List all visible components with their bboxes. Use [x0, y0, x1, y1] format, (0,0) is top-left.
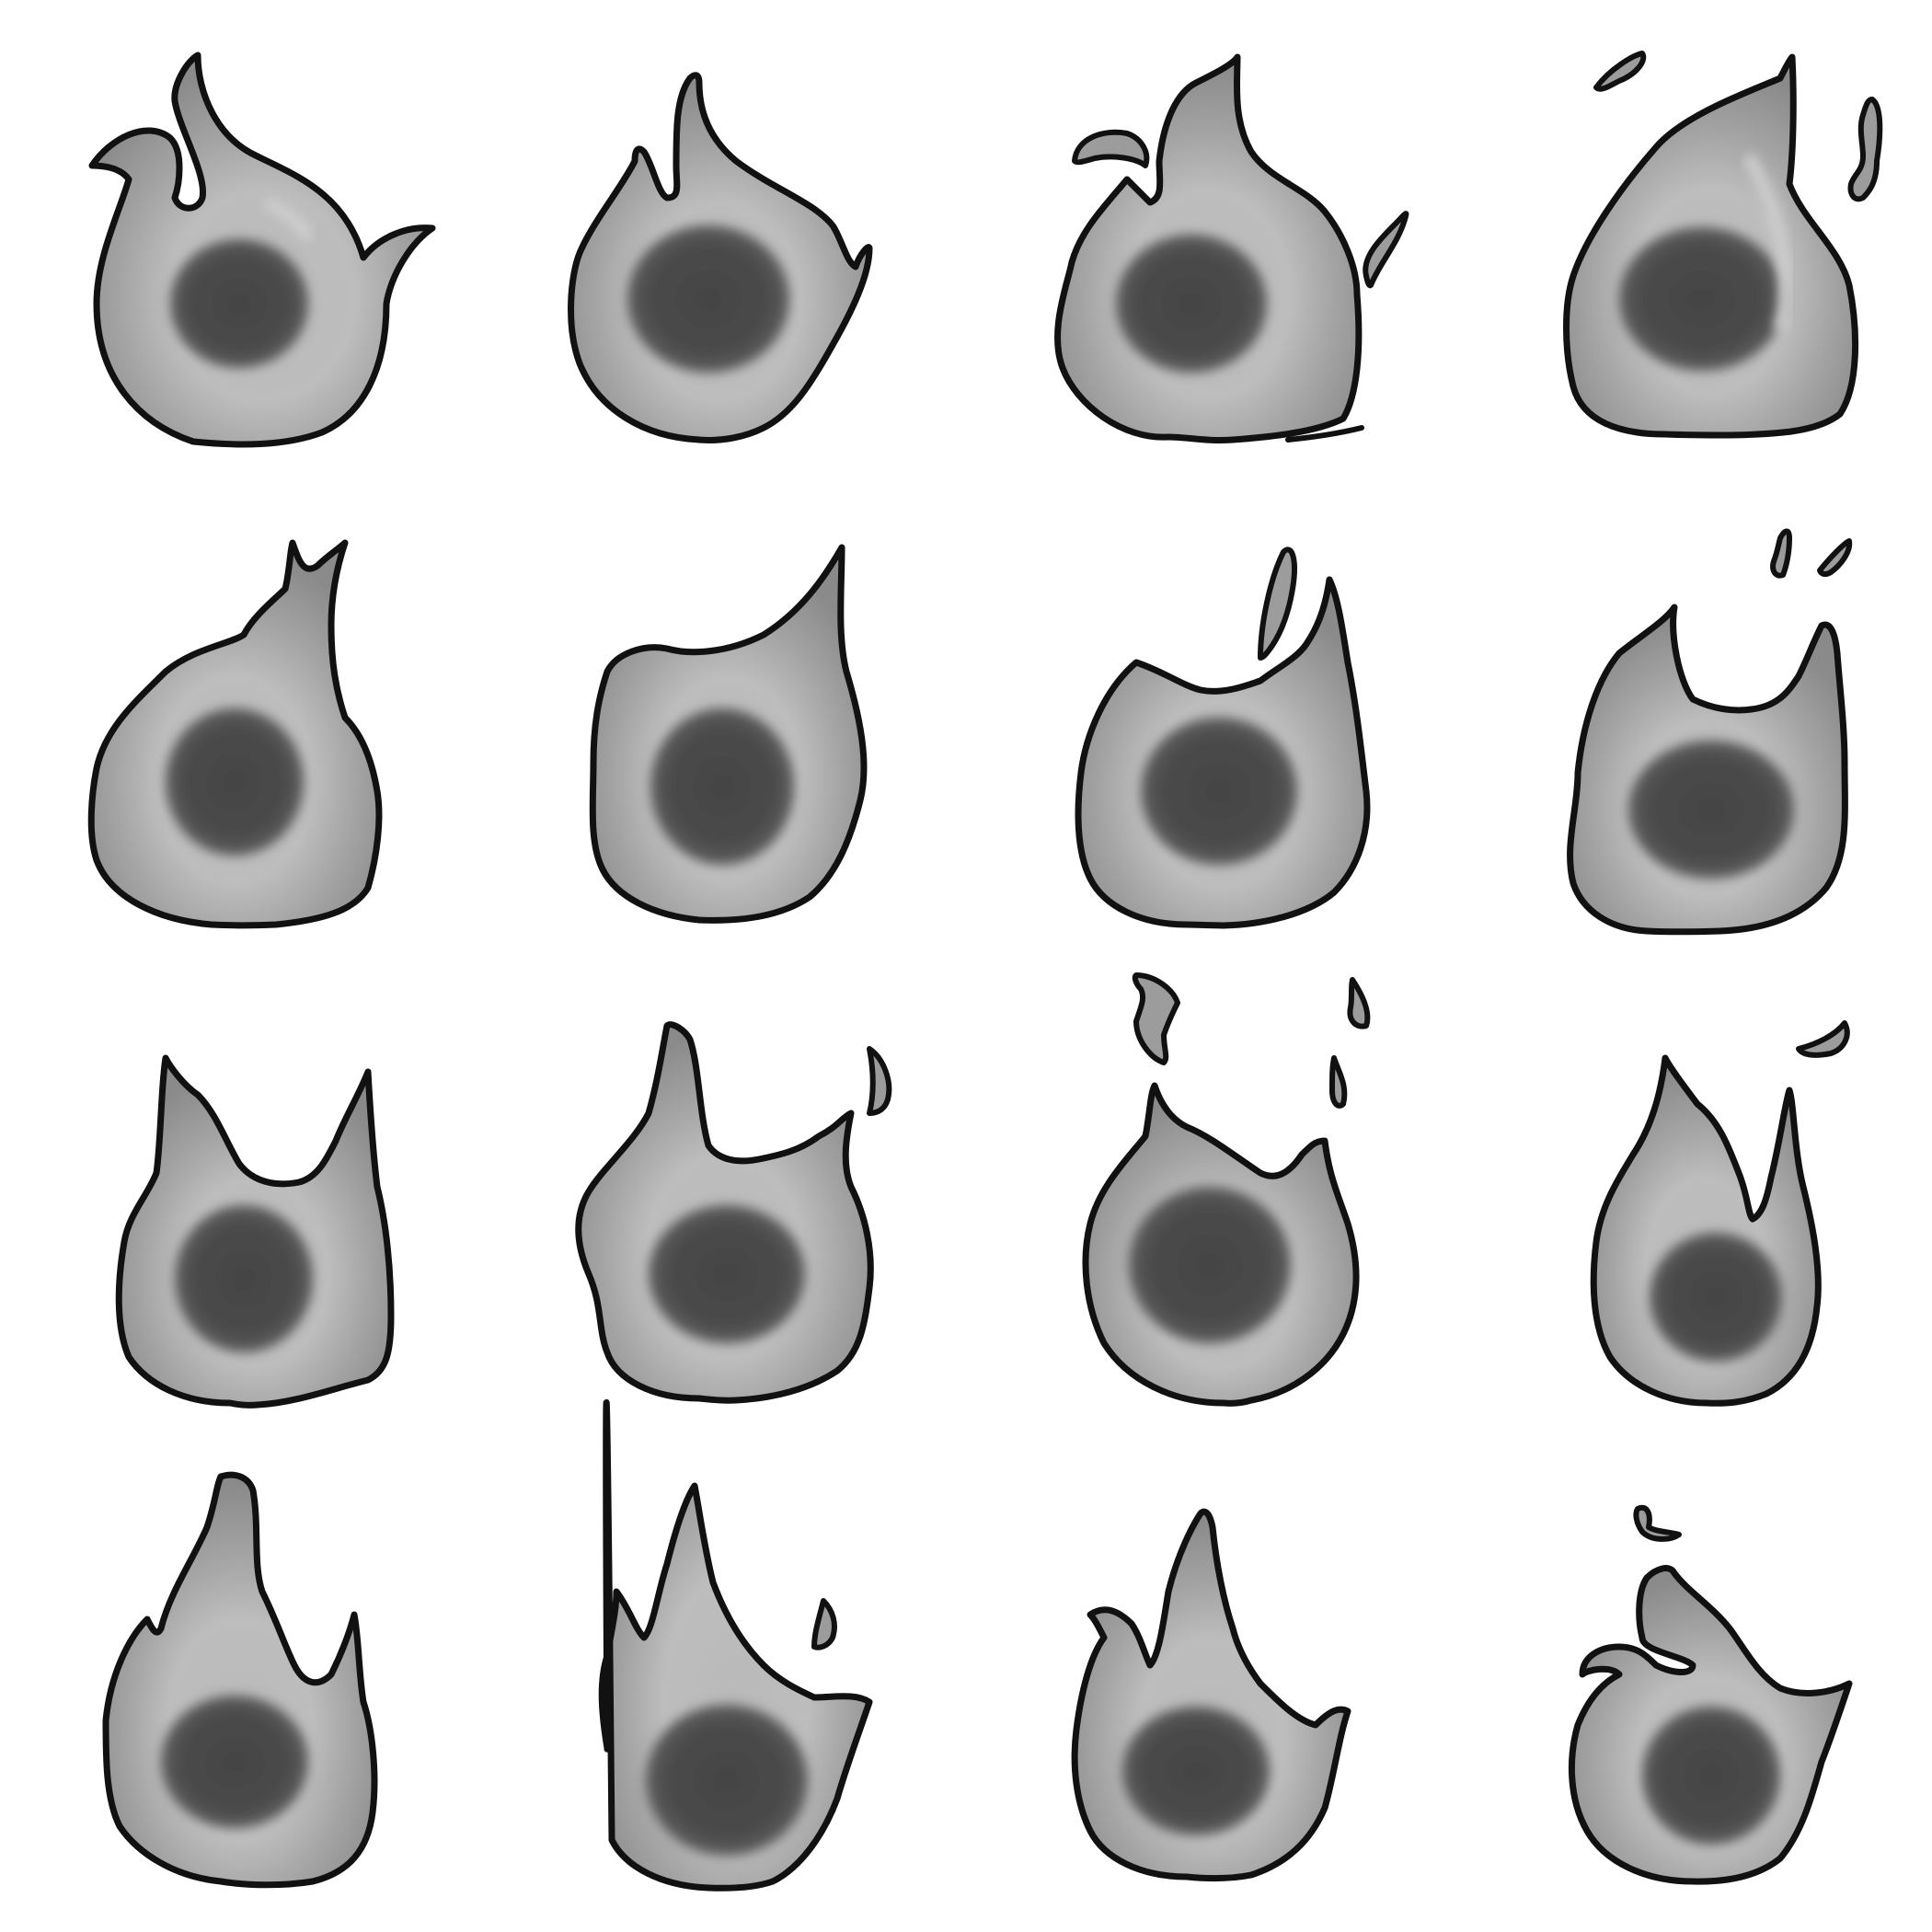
flame-core — [166, 708, 304, 856]
flame-frame-r4c2 — [598, 1398, 873, 1892]
flame-frame-r3c1 — [115, 1054, 395, 1409]
ember-particle — [1796, 1020, 1850, 1058]
flame-core — [175, 1205, 313, 1352]
ember-particle — [1593, 51, 1647, 92]
ember-particle — [1347, 977, 1371, 1029]
flame-core — [1619, 227, 1785, 371]
flame-frame-r1c2 — [568, 72, 873, 443]
ember-particle — [1847, 97, 1883, 202]
ember-particle — [867, 1046, 892, 1116]
flame-core — [649, 1205, 805, 1343]
flame-frame-r2c3 — [1075, 546, 1371, 929]
ember-particle — [1258, 546, 1297, 661]
flame-frame-r2c4 — [1567, 528, 1853, 936]
flame-core — [1650, 1233, 1782, 1362]
flame-core — [646, 1705, 808, 1856]
flame-core — [1642, 1707, 1780, 1845]
flame-core — [1628, 741, 1794, 879]
flame-frame-r2c2 — [589, 544, 868, 924]
flame-frame-r1c4 — [1563, 51, 1883, 439]
flame-core — [1129, 1187, 1291, 1343]
flame-frame-r1c3 — [1054, 53, 1409, 443]
ember-particle — [1363, 211, 1409, 289]
flame-frame-r3c2 — [575, 1021, 892, 1404]
flame-core — [650, 708, 794, 865]
flame-frame-r4c4 — [1568, 1504, 1853, 1885]
flame-core — [161, 1696, 308, 1828]
ember-particle — [1329, 1055, 1348, 1109]
ember-particle — [811, 1598, 837, 1650]
flame-frame-r3c4 — [1590, 1020, 1850, 1407]
ember-particle — [1770, 528, 1792, 579]
flame-core — [170, 239, 308, 368]
ember-particle — [1817, 538, 1853, 578]
flame-core — [1141, 718, 1297, 865]
flame-frame-r4c3 — [1071, 1508, 1351, 1882]
ember-particle — [1072, 129, 1150, 168]
flame-frame-r3c3 — [1082, 972, 1371, 1407]
flame-frame-r1c1 — [88, 52, 436, 448]
flame-frame-r4c1 — [102, 1471, 378, 1889]
flame-core — [1122, 1707, 1270, 1835]
flame-frame-r2c1 — [87, 539, 383, 929]
ember-particle — [1132, 972, 1180, 1065]
ember-particle — [1633, 1504, 1682, 1542]
flame-core — [627, 225, 789, 373]
flame-core — [1116, 235, 1267, 373]
